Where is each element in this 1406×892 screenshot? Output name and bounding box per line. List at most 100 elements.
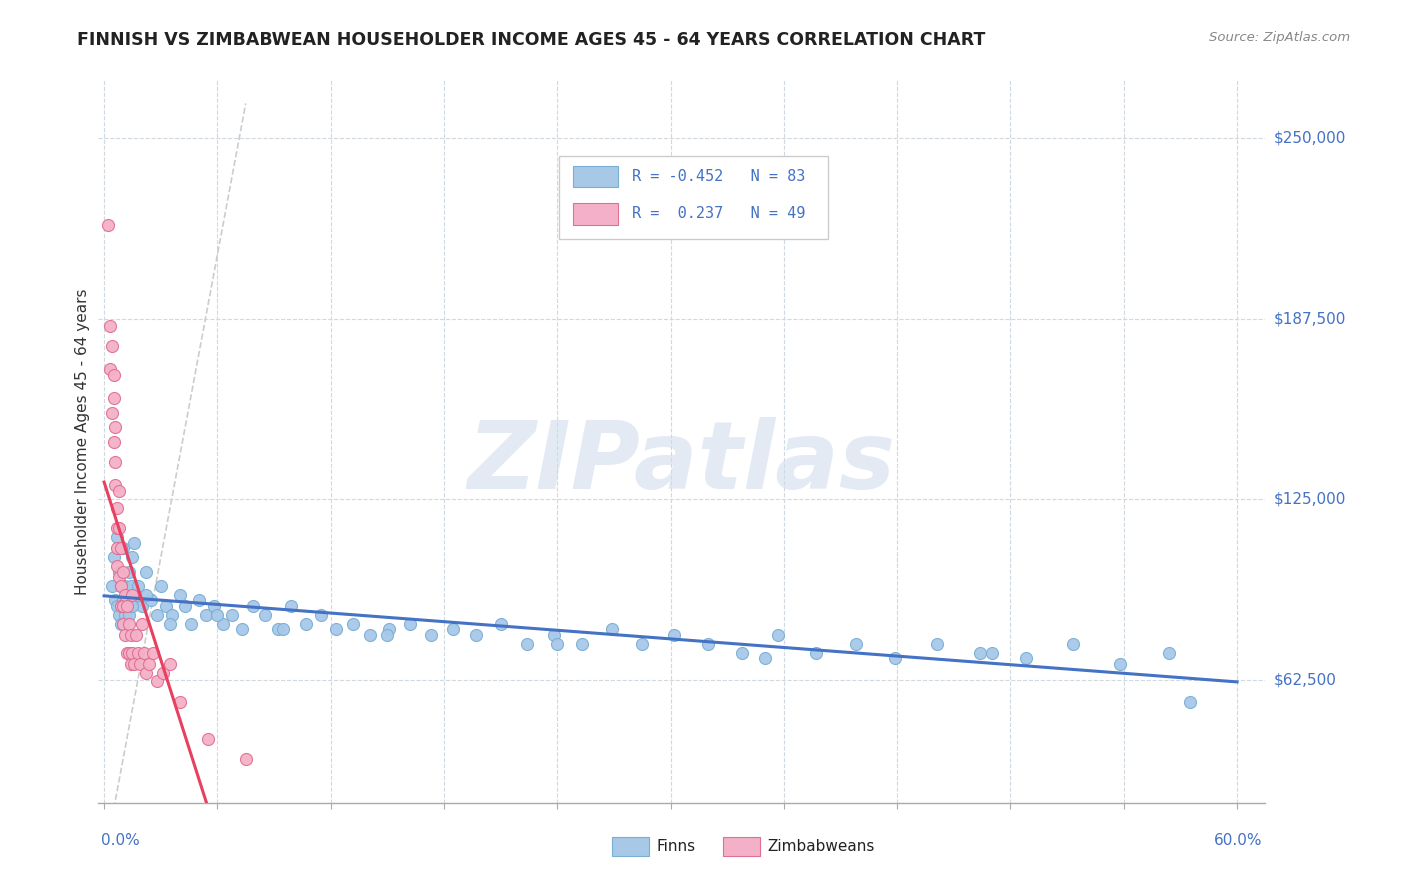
Point xyxy=(197,732,219,747)
Point xyxy=(120,579,142,593)
Point xyxy=(120,657,142,671)
Point xyxy=(115,599,138,614)
FancyBboxPatch shape xyxy=(574,203,617,225)
Point xyxy=(104,593,127,607)
Point xyxy=(105,558,128,573)
Point xyxy=(342,616,364,631)
Point xyxy=(169,695,191,709)
Point xyxy=(159,616,181,631)
Point xyxy=(108,607,131,622)
Point xyxy=(925,637,948,651)
Point xyxy=(1109,657,1132,671)
Point xyxy=(754,651,776,665)
Point xyxy=(115,599,138,614)
Point xyxy=(543,628,565,642)
Point xyxy=(100,339,122,353)
Point xyxy=(135,665,157,680)
Point xyxy=(131,616,153,631)
Point xyxy=(108,521,131,535)
Point xyxy=(267,623,290,637)
Point xyxy=(174,599,197,614)
Point xyxy=(127,579,149,593)
Y-axis label: Householder Income Ages 45 - 64 years: Householder Income Ages 45 - 64 years xyxy=(75,288,90,595)
Text: $62,500: $62,500 xyxy=(1274,673,1337,688)
Point xyxy=(160,607,183,622)
Point xyxy=(697,637,720,651)
Point xyxy=(117,607,139,622)
Point xyxy=(969,646,991,660)
Point xyxy=(135,588,157,602)
Point xyxy=(100,579,122,593)
Point xyxy=(1062,637,1084,651)
Point xyxy=(325,623,347,637)
Text: Finns: Finns xyxy=(657,838,696,854)
Point xyxy=(1014,651,1036,665)
Point xyxy=(114,628,136,642)
Point xyxy=(207,607,229,622)
Point xyxy=(117,646,139,660)
Point xyxy=(117,565,139,579)
Point xyxy=(124,535,146,549)
Point xyxy=(804,646,827,660)
Point xyxy=(489,616,512,631)
Point xyxy=(105,521,128,535)
Point xyxy=(253,607,276,622)
Point xyxy=(105,599,128,614)
Point xyxy=(129,657,152,671)
Point xyxy=(103,391,125,405)
Point xyxy=(135,565,157,579)
Point xyxy=(111,593,134,607)
Point xyxy=(125,628,148,642)
Point xyxy=(546,637,568,651)
Point xyxy=(235,752,257,766)
Point xyxy=(100,406,122,420)
Text: FINNISH VS ZIMBABWEAN HOUSEHOLDER INCOME AGES 45 - 64 YEARS CORRELATION CHART: FINNISH VS ZIMBABWEAN HOUSEHOLDER INCOME… xyxy=(77,31,986,49)
Point xyxy=(1178,695,1201,709)
Text: 60.0%: 60.0% xyxy=(1215,833,1263,848)
Point xyxy=(980,646,1002,660)
Point xyxy=(114,579,136,593)
Point xyxy=(187,593,209,607)
Point xyxy=(103,550,125,565)
Point xyxy=(114,588,136,602)
Point xyxy=(110,541,132,556)
Point xyxy=(105,541,128,556)
Point xyxy=(571,637,593,651)
Point xyxy=(146,674,169,689)
Point xyxy=(108,565,131,579)
Text: 0.0%: 0.0% xyxy=(101,833,141,848)
Point xyxy=(108,570,131,584)
Point xyxy=(242,599,264,614)
Point xyxy=(110,599,132,614)
Text: Source: ZipAtlas.com: Source: ZipAtlas.com xyxy=(1209,31,1350,45)
Point xyxy=(159,657,181,671)
Point xyxy=(117,616,139,631)
Point xyxy=(309,607,332,622)
Point xyxy=(600,623,623,637)
Point xyxy=(105,501,128,516)
Point xyxy=(441,623,464,637)
Point xyxy=(155,599,177,614)
Point xyxy=(202,599,225,614)
Text: R = -0.452   N = 83: R = -0.452 N = 83 xyxy=(631,169,806,184)
Point xyxy=(142,646,165,660)
Point xyxy=(884,651,907,665)
Point xyxy=(104,478,127,492)
Point xyxy=(149,579,172,593)
Point xyxy=(105,530,128,544)
Point xyxy=(141,593,163,607)
Point xyxy=(631,637,654,651)
Text: $125,000: $125,000 xyxy=(1274,491,1346,507)
Point xyxy=(169,588,191,602)
Point xyxy=(115,646,138,660)
Point xyxy=(195,607,218,622)
Point xyxy=(103,368,125,382)
Point xyxy=(516,637,538,651)
Point xyxy=(465,628,488,642)
Point xyxy=(131,599,153,614)
Point xyxy=(120,628,142,642)
Text: Zimbabweans: Zimbabweans xyxy=(768,838,875,854)
FancyBboxPatch shape xyxy=(574,166,617,187)
Point xyxy=(766,628,789,642)
Point xyxy=(359,628,381,642)
